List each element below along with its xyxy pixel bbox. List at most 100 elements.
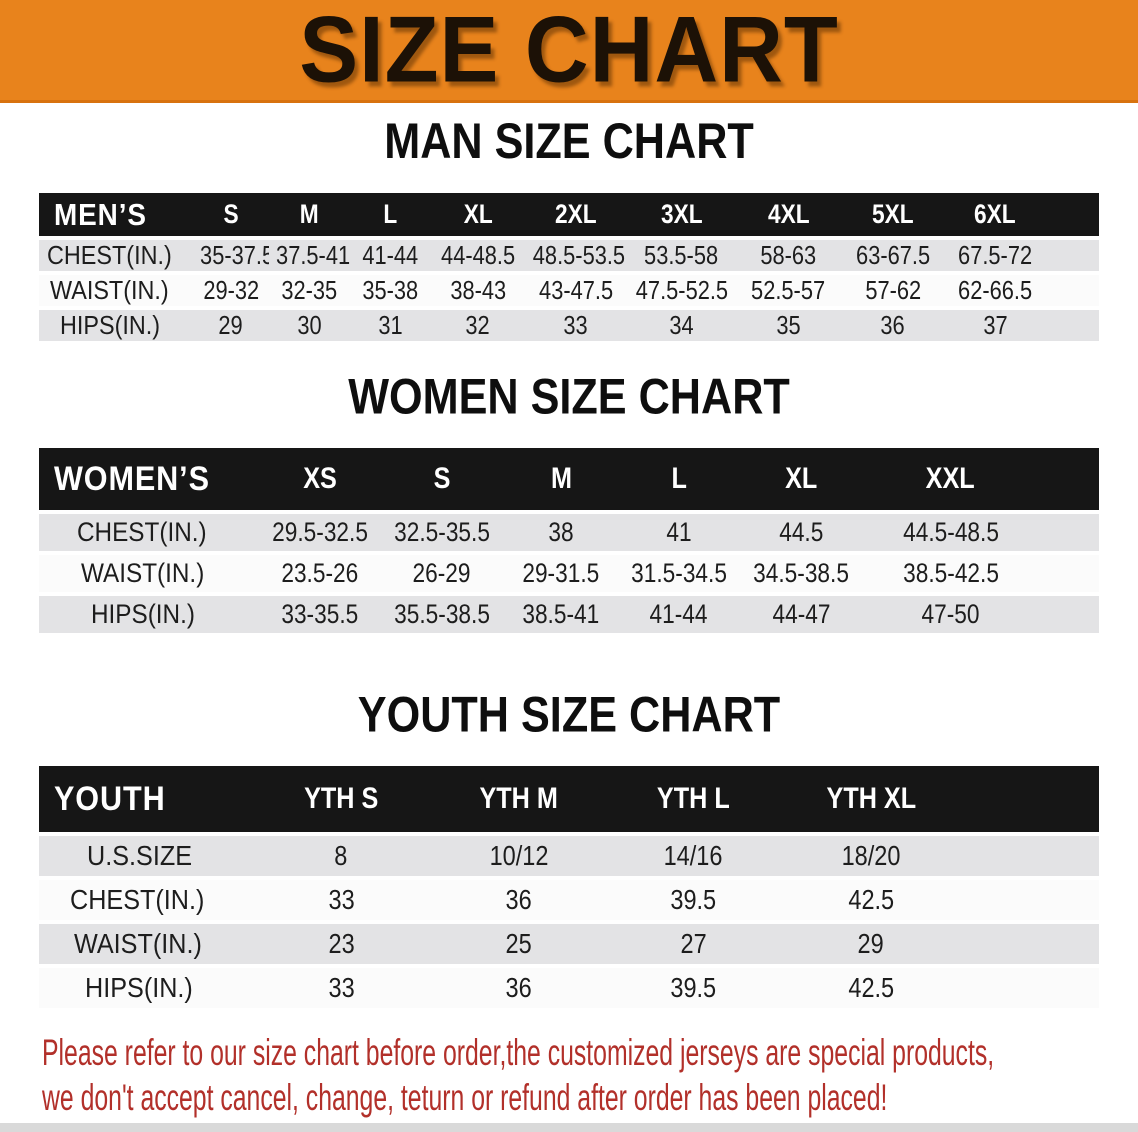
table-row: HIPS(IN.) 33-35.5 35.5-38.5 38.5-41 41-44 44-… [39,596,1099,633]
cell-text: CHEST(IN.) [46,240,172,270]
value-cell: 38 [503,514,619,551]
bottom-strip [0,1123,1138,1132]
men-size-table: MEN’S S M L XL 2XL 3XL 4XL 5XL 6XL CHEST(IN.) 35-3… [39,189,1099,345]
size-header-cell: XS [259,448,381,510]
size-header-cell [961,766,1099,832]
row-label-cell: HIPS(IN.) [39,310,193,341]
value-cell: 63-67.5 [841,240,945,271]
cell-text: 26-29 [412,558,471,588]
cell-text: CHEST(IN.) [70,884,205,915]
cell-text: 31.5-34.5 [630,558,727,588]
row-label-cell: WAIST(IN.) [39,275,193,306]
banner: SIZE CHART [0,0,1138,103]
cell-text: 67.5-72 [957,240,1033,270]
cell-text: MEN’S [54,196,147,232]
cell-text: M [299,199,319,229]
cell-text: 47-50 [921,599,980,629]
cell-text: 33 [328,972,355,1003]
cell-text: 33-35.5 [281,599,359,629]
value-cell [961,924,1099,964]
value-cell: 53.5-58 [627,240,736,271]
size-header-cell [1037,448,1099,510]
size-header-cell: XL [738,448,864,510]
cell-text: 29.5-32.5 [271,517,368,547]
cell-text: 47.5-52.5 [636,275,729,305]
value-cell: 27 [606,924,781,964]
value-cell: 44-48.5 [431,240,525,271]
cell-text: YTH M [479,782,558,815]
cell-text: 23.5-26 [281,558,359,588]
value-cell: 23.5-26 [259,555,381,592]
cell-text: L [670,462,687,495]
size-header-cell: XXL [863,448,1038,510]
size-header-cell: M [503,448,619,510]
value-cell: 42.5 [780,880,962,920]
value-cell: 37.5-41 [269,240,350,271]
row-label-cell: HIPS(IN.) [39,968,251,1008]
cell-text: L [383,199,398,229]
cell-text: 39.5 [670,972,717,1003]
value-cell: 42.5 [780,968,962,1008]
table-title-cell: YOUTH [39,766,251,832]
value-cell: 29-31.5 [503,555,619,592]
value-cell: 36 [841,310,945,341]
cell-text: 38.5-41 [522,599,600,629]
value-cell: 37 [944,310,1046,341]
size-header-cell: 2XL [524,193,628,236]
youth-size-table: YOUTH YTH S YTH M YTH L YTH XL U.S.SIZE 8 10/1… [39,762,1099,1012]
table-row: U.S.SIZE 8 10/12 14/16 18/20 [39,836,1099,876]
cell-text: 10/12 [489,840,549,871]
value-cell: 23 [251,924,432,964]
cell-text: 38.5-42.5 [902,558,999,588]
value-cell: 33 [251,968,432,1008]
cell-text: 57-62 [864,275,921,305]
table-row: WAIST(IN.) 29-32 32-35 35-38 38-43 43-47.5 47.… [39,275,1099,306]
row-label-cell: CHEST(IN.) [39,880,251,920]
value-cell: 41-44 [618,596,739,633]
cell-text: 2XL [555,199,597,229]
cell-text: 62-66.5 [957,275,1033,305]
table-row: WAIST(IN.) 23 25 27 29 [39,924,1099,964]
order-notice: Please refer to our size chart before or… [42,1030,1138,1120]
cell-text: S [433,462,451,495]
size-header-cell: S [192,193,269,236]
cell-text: 29 [218,310,243,340]
cell-text: 33 [328,884,355,915]
value-cell: 34 [627,310,736,341]
value-cell: 36 [431,968,607,1008]
value-cell: 38.5-42.5 [863,555,1038,592]
value-cell: 32-35 [269,275,350,306]
value-cell [1045,240,1099,271]
cell-text: 6XL [974,199,1016,229]
cell-text: 34 [669,310,694,340]
row-label-cell: U.S.SIZE [39,836,251,876]
value-cell: 35.5-38.5 [380,596,504,633]
cell-text: YTH XL [826,782,916,815]
value-cell: 57-62 [841,275,945,306]
notice-line-2: we don't accept cancel, change, teturn o… [42,1077,888,1118]
size-header-cell: 3XL [627,193,736,236]
value-cell: 47-50 [863,596,1038,633]
table-title-cell: WOMEN’S [39,448,260,510]
cell-text: 29-31.5 [522,558,600,588]
cell-text: 41-44 [362,240,419,270]
row-label-cell: HIPS(IN.) [39,596,260,633]
cell-text: 29-32 [202,275,259,305]
size-header-cell: YTH L [606,766,781,832]
cell-text: 44-47 [772,599,831,629]
cell-text: 42.5 [848,972,894,1003]
cell-text: WAIST(IN.) [73,928,202,959]
cell-text: XL [463,199,493,229]
value-cell: 31 [349,310,432,341]
cell-text: YTH S [303,782,379,815]
value-cell [1037,514,1099,551]
women-section: WOMEN SIZE CHART WOMEN’S XS S M L XL XXL CHEST… [0,372,1138,637]
cell-text: 34.5-38.5 [753,558,850,588]
cell-text: WAIST(IN.) [49,275,169,305]
value-cell: 32.5-35.5 [380,514,504,551]
cell-text: 52.5-57 [751,275,826,305]
value-cell: 44.5 [738,514,864,551]
value-cell: 39.5 [606,968,781,1008]
value-cell: 39.5 [606,880,781,920]
cell-text: 38 [548,517,574,547]
